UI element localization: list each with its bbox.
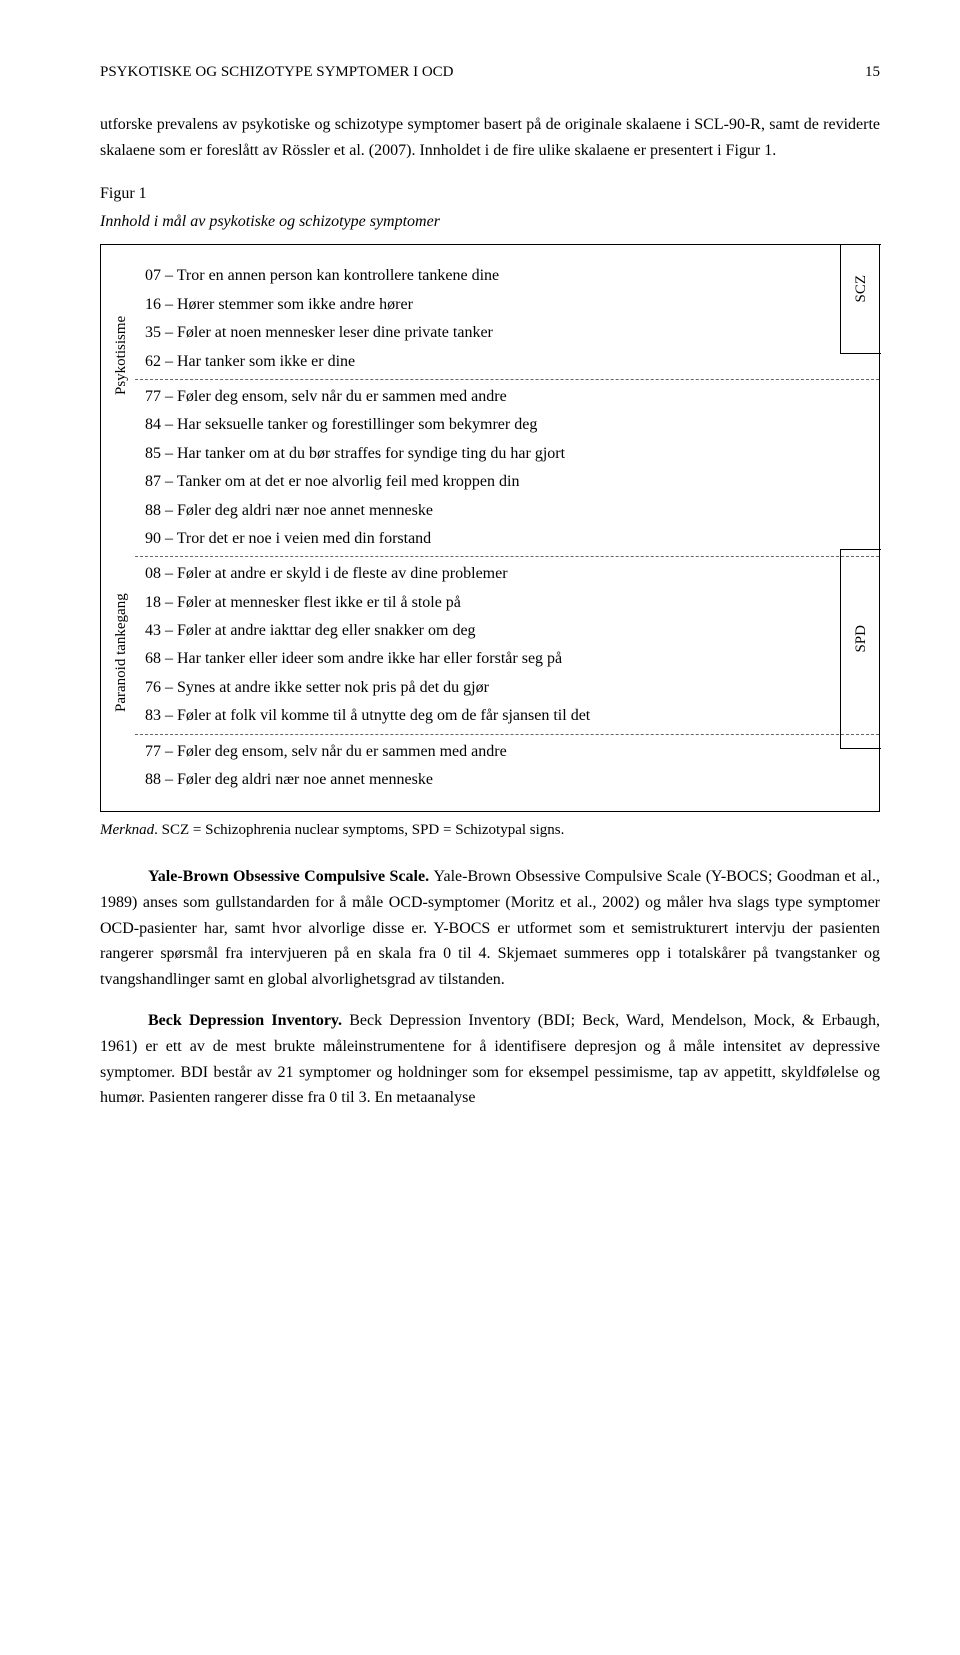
figure-item: 88 – Føler deg aldri nær noe annet menne…	[145, 767, 851, 793]
figure-item: 77 – Føler deg ensom, selv når du er sam…	[145, 384, 851, 410]
note-label: Merknad	[100, 822, 154, 838]
figure-caption: Innhold i mål av psykotiske og schizotyp…	[100, 209, 880, 235]
right-label-scz: SCZ	[849, 275, 873, 303]
figure-item: 76 – Synes at andre ikke setter nok pris…	[145, 675, 851, 701]
page-number: 15	[865, 60, 880, 84]
bdi-title: Beck Depression Inventory.	[148, 1012, 349, 1029]
figure-item: 08 – Føler at andre er skyld i de fleste…	[145, 561, 851, 587]
figure-box: Psykotisisme Paranoid tankegang SCZ SPD …	[100, 244, 880, 812]
figure-item: 84 – Har seksuelle tanker og forestillin…	[145, 412, 851, 438]
figure-heading: Figur 1 Innhold i mål av psykotiske og s…	[100, 181, 880, 234]
figure-item: 07 – Tror en annen person kan kontroller…	[145, 263, 851, 289]
figure-divider	[135, 556, 879, 557]
ybocs-text: Yale-Brown Obsessive Compulsive Scale (Y…	[100, 868, 880, 987]
figure-item: 85 – Har tanker om at du bør straffes fo…	[145, 441, 851, 467]
figure-item: 88 – Føler deg aldri nær noe annet menne…	[145, 498, 851, 524]
side-label-paranoid: Paranoid tankegang	[109, 573, 133, 733]
figure-note: Merknad. SCZ = Schizophrenia nuclear sym…	[100, 818, 880, 842]
page-header: PSYKOTISKE OG SCHIZOTYPE SYMPTOMER I OCD…	[100, 60, 880, 84]
figure-divider	[135, 734, 879, 735]
running-head: PSYKOTISKE OG SCHIZOTYPE SYMPTOMER I OCD	[100, 60, 454, 84]
figure-item: 83 – Føler at folk vil komme til å utnyt…	[145, 703, 851, 729]
figure-item: 77 – Føler deg ensom, selv når du er sam…	[145, 739, 851, 765]
intro-paragraph: utforske prevalens av psykotiske og schi…	[100, 112, 880, 163]
figure-item: 68 – Har tanker eller ideer som andre ik…	[145, 646, 851, 672]
ybocs-title: Yale-Brown Obsessive Compulsive Scale.	[148, 868, 434, 885]
figure-item: 35 – Føler at noen mennesker leser dine …	[145, 320, 851, 346]
figure-item: 62 – Har tanker som ikke er dine	[145, 349, 851, 375]
side-label-psykotisisme: Psykotisisme	[109, 285, 133, 425]
ybocs-paragraph: Yale-Brown Obsessive Compulsive Scale. Y…	[100, 864, 880, 992]
right-label-spd: SPD	[849, 625, 873, 653]
figure-label: Figur 1	[100, 181, 880, 207]
figure-item: 16 – Hører stemmer som ikke andre hører	[145, 292, 851, 318]
note-text: . SCZ = Schizophrenia nuclear symptoms, …	[154, 822, 564, 838]
figure-divider	[135, 379, 879, 380]
figure-item: 90 – Tror det er noe i veien med din for…	[145, 526, 851, 552]
figure-item: 43 – Føler at andre iakttar deg eller sn…	[145, 618, 851, 644]
figure-item: 87 – Tanker om at det er noe alvorlig fe…	[145, 469, 851, 495]
figure-item: 18 – Føler at mennesker flest ikke er ti…	[145, 590, 851, 616]
bdi-paragraph: Beck Depression Inventory. Beck Depressi…	[100, 1008, 880, 1110]
